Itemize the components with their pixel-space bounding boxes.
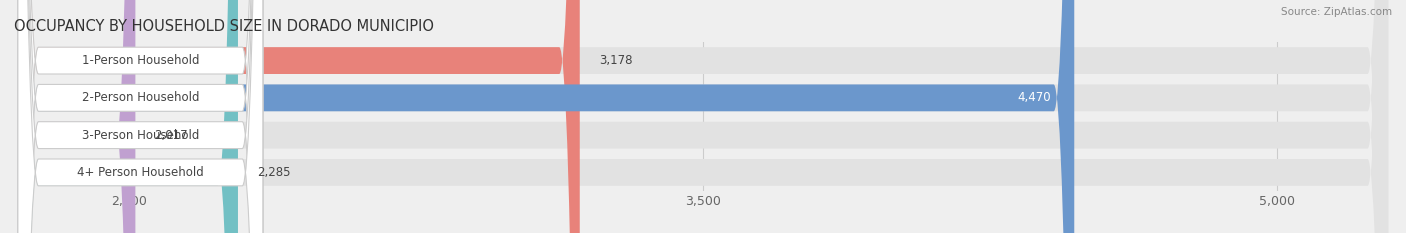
FancyBboxPatch shape xyxy=(18,0,263,233)
FancyBboxPatch shape xyxy=(18,0,1074,233)
FancyBboxPatch shape xyxy=(18,0,579,233)
FancyBboxPatch shape xyxy=(18,0,263,233)
Text: Source: ZipAtlas.com: Source: ZipAtlas.com xyxy=(1281,7,1392,17)
Text: 2-Person Household: 2-Person Household xyxy=(82,91,200,104)
Text: 1-Person Household: 1-Person Household xyxy=(82,54,200,67)
Text: OCCUPANCY BY HOUSEHOLD SIZE IN DORADO MUNICIPIO: OCCUPANCY BY HOUSEHOLD SIZE IN DORADO MU… xyxy=(14,19,434,34)
FancyBboxPatch shape xyxy=(18,0,1388,233)
FancyBboxPatch shape xyxy=(18,0,1388,233)
FancyBboxPatch shape xyxy=(18,0,135,233)
Text: 4,470: 4,470 xyxy=(1018,91,1052,104)
Text: 3-Person Household: 3-Person Household xyxy=(82,129,200,142)
FancyBboxPatch shape xyxy=(18,0,263,233)
FancyBboxPatch shape xyxy=(18,0,238,233)
FancyBboxPatch shape xyxy=(18,0,1388,233)
Text: 2,285: 2,285 xyxy=(257,166,291,179)
Text: 3,178: 3,178 xyxy=(599,54,633,67)
Text: 4+ Person Household: 4+ Person Household xyxy=(77,166,204,179)
Text: 2,017: 2,017 xyxy=(155,129,188,142)
FancyBboxPatch shape xyxy=(18,0,263,233)
FancyBboxPatch shape xyxy=(18,0,1388,233)
